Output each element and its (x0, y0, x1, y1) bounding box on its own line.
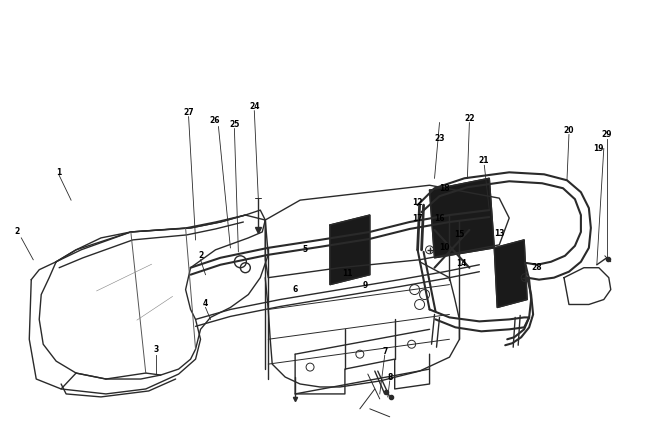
Text: 24: 24 (249, 102, 259, 111)
Text: 27: 27 (183, 108, 194, 117)
Text: 9: 9 (362, 281, 367, 290)
Text: 14: 14 (456, 259, 467, 268)
Text: 1: 1 (57, 168, 62, 177)
Text: 18: 18 (439, 184, 450, 193)
Text: 13: 13 (494, 229, 504, 239)
Text: 15: 15 (454, 231, 465, 240)
Text: 12: 12 (412, 198, 423, 206)
Text: 28: 28 (532, 263, 542, 272)
Text: 11: 11 (343, 269, 353, 278)
Text: 2: 2 (198, 251, 203, 260)
Text: 21: 21 (478, 156, 489, 165)
Text: 29: 29 (601, 130, 612, 139)
Text: 8: 8 (387, 372, 393, 381)
Text: 10: 10 (439, 244, 450, 252)
Text: 4: 4 (203, 299, 208, 308)
Text: 23: 23 (434, 134, 445, 143)
Text: 16: 16 (434, 214, 445, 223)
Polygon shape (430, 178, 494, 258)
Text: 25: 25 (229, 120, 240, 129)
Polygon shape (494, 240, 527, 307)
Text: 6: 6 (292, 285, 298, 294)
Text: 5: 5 (302, 245, 307, 254)
Text: 26: 26 (209, 116, 220, 125)
Text: 17: 17 (412, 214, 423, 223)
Text: 3: 3 (153, 345, 159, 354)
Polygon shape (330, 215, 370, 285)
Text: 2: 2 (15, 227, 20, 236)
Text: 19: 19 (593, 144, 604, 153)
Text: 20: 20 (564, 126, 574, 135)
Text: 7: 7 (382, 347, 387, 356)
Text: 22: 22 (464, 114, 474, 123)
